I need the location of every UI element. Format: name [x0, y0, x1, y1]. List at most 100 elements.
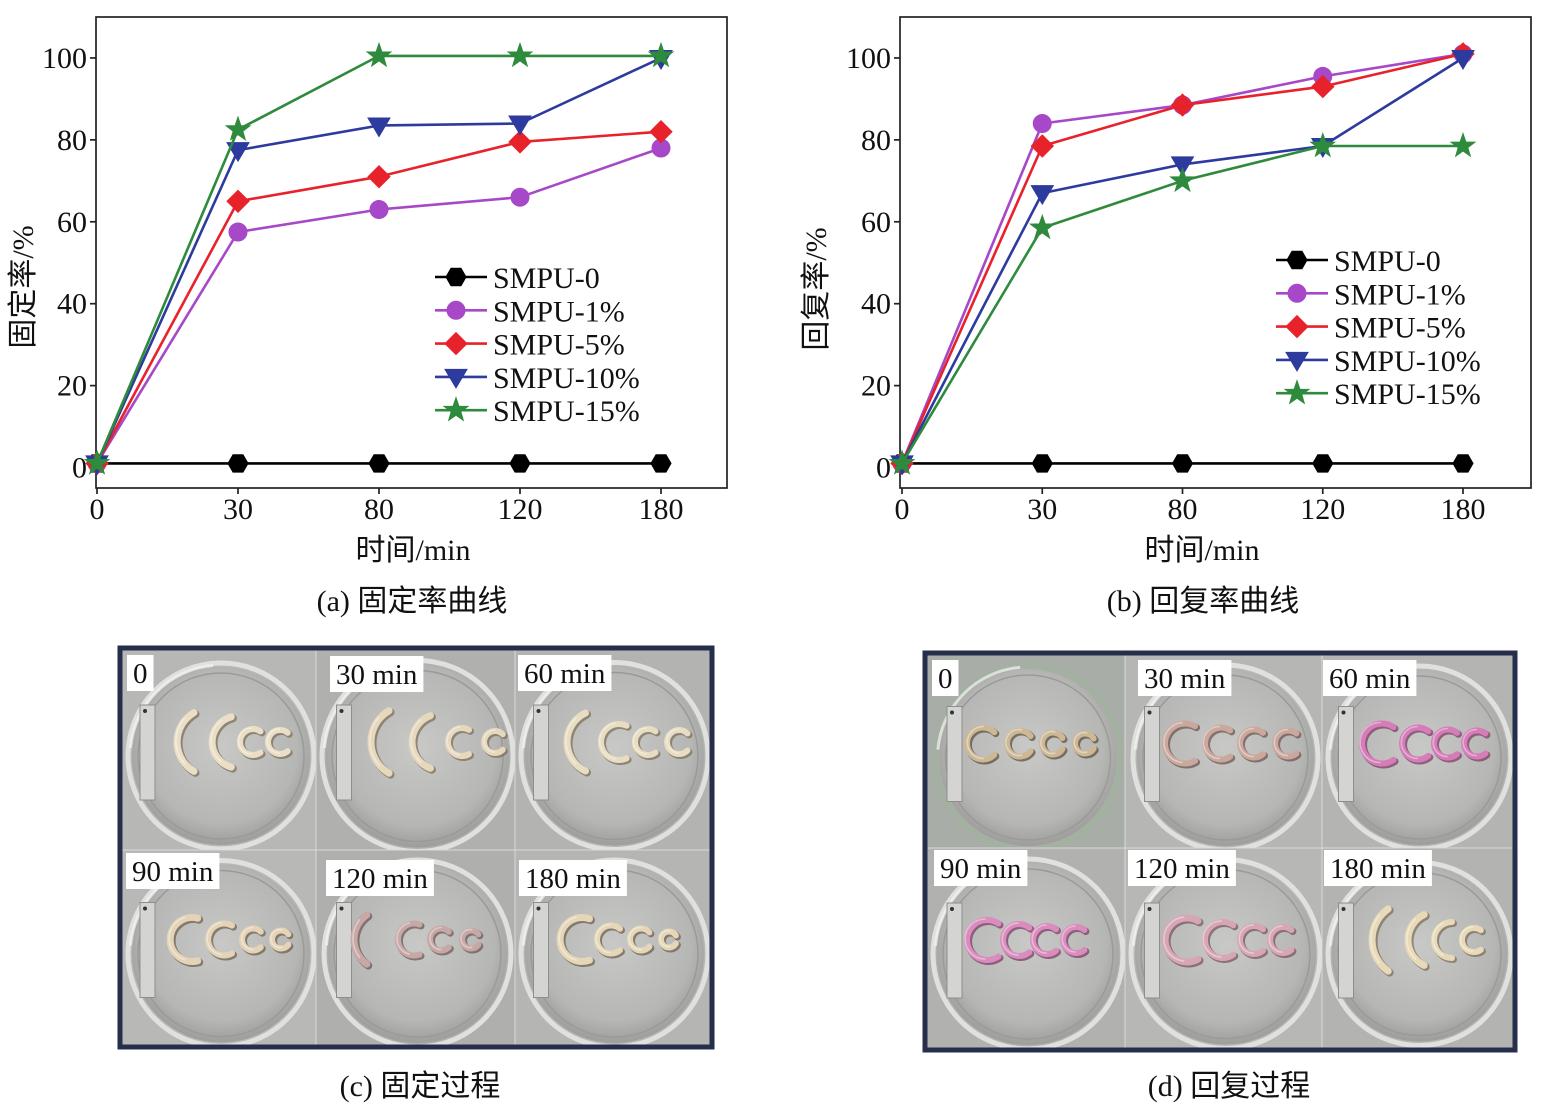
y-tick-label: 60 — [861, 206, 891, 239]
sample-body — [239, 925, 264, 954]
data-point-hexagon — [227, 454, 249, 473]
data-point-star — [365, 41, 393, 68]
sample-highlight — [1400, 725, 1419, 760]
sample-highlight — [628, 926, 643, 951]
time-label-background — [1128, 850, 1236, 886]
shape-memory-sample — [269, 927, 294, 954]
time-label: 180 min — [1324, 850, 1432, 886]
legend-item-smpu-1pct: SMPU-1% — [435, 295, 625, 328]
y-tick-label: 80 — [861, 124, 891, 157]
sample-highlight — [659, 929, 671, 948]
sample-body — [627, 925, 653, 954]
dish-highlight — [128, 663, 214, 749]
shape-memory-sample — [632, 726, 661, 760]
data-point-star — [647, 41, 675, 68]
shape-memory-sample — [350, 911, 373, 970]
dish-inner-ring — [942, 868, 1114, 1040]
strip-dot — [950, 710, 954, 715]
data-point-hexagon — [650, 454, 672, 473]
x-axis-title: 时间/min — [355, 534, 470, 567]
y-tick-label: 100 — [42, 42, 87, 75]
sample-highlight — [206, 921, 223, 956]
sample-highlight — [666, 728, 680, 754]
strip-dot — [339, 906, 344, 911]
time-label-text: 120 min — [1134, 853, 1230, 885]
shape-memory-sample — [205, 920, 237, 961]
time-label: 30 min — [1138, 660, 1232, 696]
x-tick-label: 120 — [498, 493, 543, 526]
sample-body — [1162, 720, 1198, 767]
sample-highlight — [632, 727, 648, 755]
time-label-background — [518, 655, 612, 691]
sample-highlight — [1005, 728, 1023, 757]
data-point-triangle-down — [1030, 185, 1055, 206]
sample-highlight — [1001, 922, 1020, 956]
shape-memory-sample — [1267, 924, 1297, 958]
sample-highlight — [410, 719, 422, 763]
sample-body — [269, 927, 292, 952]
series-smpu-0 — [891, 454, 1474, 473]
x-tick-label: 30 — [1027, 493, 1057, 526]
sample-body — [1237, 726, 1266, 761]
legend-item-smpu-10pct: SMPU-10% — [1276, 345, 1481, 378]
sample-body — [556, 914, 593, 965]
mounting-strip — [139, 704, 156, 801]
data-point-star — [224, 115, 252, 141]
sample-body — [1359, 720, 1397, 767]
data-point-triangle-down — [508, 115, 532, 136]
y-axis-title: 回复率/% — [800, 227, 833, 350]
legend-label: SMPU-0 — [1334, 245, 1441, 278]
shape-memory-sample — [1162, 720, 1200, 769]
photo-panel-caption: (c) 固定过程 — [340, 1070, 501, 1103]
sample-body — [166, 914, 202, 965]
shape-memory-sample — [395, 920, 425, 961]
shape-memory-sample — [1072, 730, 1099, 759]
sample-body — [1237, 923, 1266, 957]
y-tick-label: 40 — [57, 288, 87, 321]
time-label: 60 min — [518, 655, 612, 691]
data-point-triangle-down — [1451, 50, 1475, 70]
legend-star-icon — [1283, 379, 1311, 405]
chart-caption: (a) 固定率曲线 — [317, 585, 508, 618]
sample-body — [632, 726, 659, 758]
photo-cell: 60 min — [1322, 655, 1513, 848]
sample-body — [594, 922, 623, 957]
photo-cell: 30 min — [316, 650, 515, 850]
shape-memory-sample — [166, 914, 204, 967]
sample-highlight — [1370, 914, 1381, 964]
sample-body — [1368, 905, 1392, 975]
legend-item-smpu-1pct: SMPU-1% — [1276, 278, 1466, 311]
sample-highlight — [1432, 922, 1444, 956]
y-axis-title: 固定率/% — [7, 225, 40, 348]
mounting-strip — [946, 902, 963, 999]
shape-memory-sample — [1000, 921, 1035, 961]
y-tick-label: 60 — [57, 206, 87, 239]
x-tick-label: 180 — [639, 493, 684, 526]
sample-body — [408, 712, 434, 772]
strip-dot — [1341, 710, 1346, 715]
shape-memory-sample — [427, 925, 454, 956]
legend-triangle-down-icon — [444, 368, 468, 389]
time-label: 30 min — [330, 656, 424, 692]
data-point-triangle-down — [1170, 156, 1195, 177]
shape-memory-sample — [1461, 727, 1491, 762]
mounting-strip — [336, 902, 352, 998]
time-label-background — [127, 655, 154, 691]
strip-dot — [536, 906, 541, 911]
data-point-hexagon — [1452, 454, 1474, 473]
sample-body — [237, 726, 264, 758]
mounting-strip — [1338, 706, 1354, 802]
sample-body — [1004, 727, 1034, 760]
y-tick-label: 0 — [72, 452, 87, 485]
plot-frame — [899, 16, 1532, 489]
legend-item-smpu-15pct: SMPU-15% — [435, 395, 640, 428]
photo-cell: 30 min — [1125, 655, 1322, 848]
x-tick-label: 120 — [1300, 493, 1345, 526]
sample-body — [658, 928, 679, 951]
sample-highlight — [1459, 926, 1474, 952]
legend-diamond-icon — [444, 331, 468, 356]
sample-highlight — [1268, 925, 1283, 953]
sample-body — [1459, 925, 1484, 955]
shape-memory-sample — [173, 709, 200, 777]
sample-highlight — [1462, 728, 1477, 757]
